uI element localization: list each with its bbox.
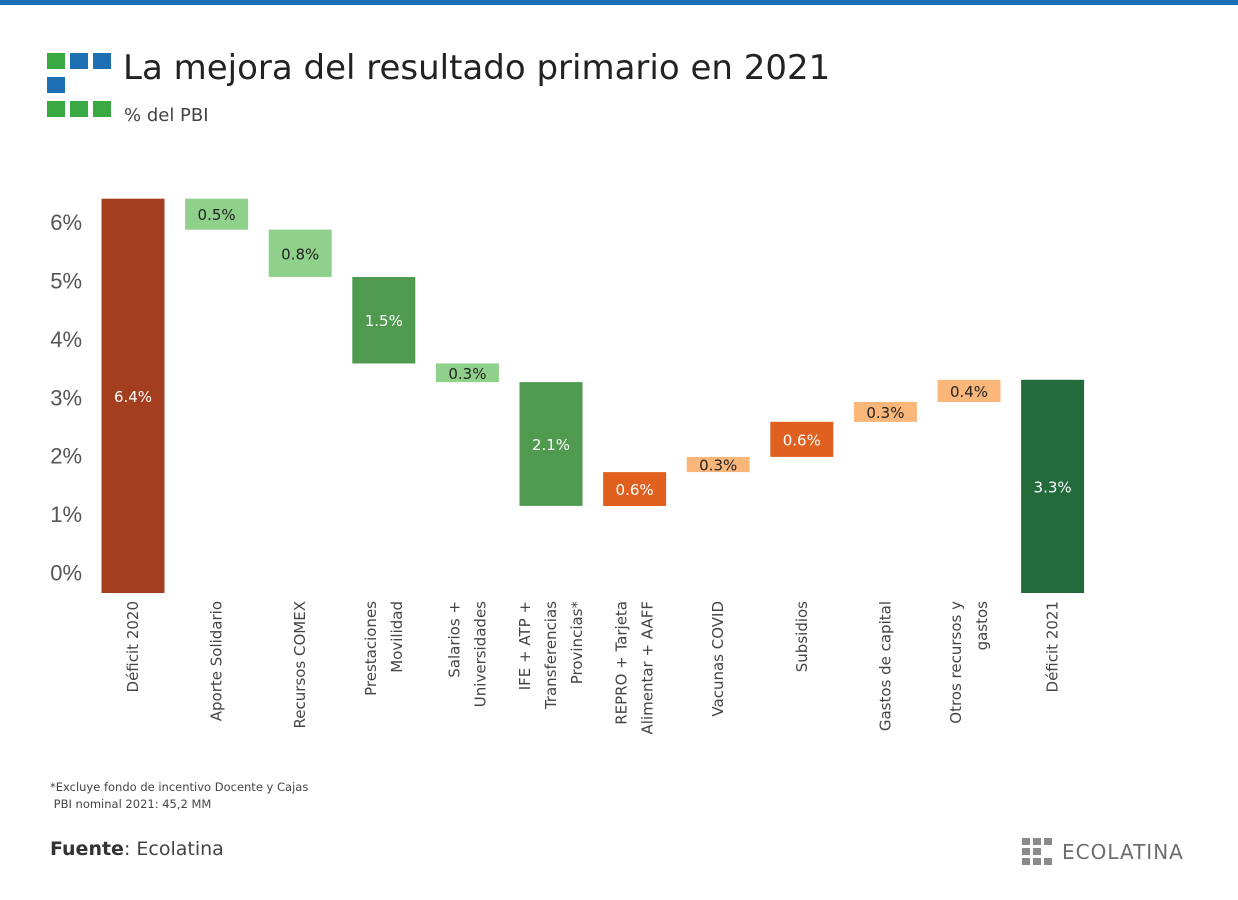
bar-value-label: 0.3% — [448, 365, 486, 383]
bar-value-label: 0.3% — [699, 457, 737, 475]
chart-title: La mejora del resultado primario en 2021 — [123, 48, 831, 88]
y-tick-label: 2% — [50, 444, 82, 469]
category-label: Vacunas COVID — [709, 601, 727, 717]
footnotes: *Excluye fondo de incentivo Docente y Ca… — [50, 779, 308, 813]
bar-value-label: 2.1% — [532, 436, 570, 454]
category-label: Salarios + Universidades — [445, 601, 489, 707]
waterfall-bar — [268, 229, 332, 277]
bar-value-label: 0.8% — [281, 245, 319, 263]
category-label-line: Provincias* — [568, 601, 586, 685]
waterfall-bar — [603, 472, 667, 506]
source-value: : Ecolatina — [123, 838, 224, 860]
category-label: REPRO + Tarjeta Alimentar + AAFF — [613, 601, 657, 734]
bar-value-label: 0.3% — [866, 404, 904, 422]
category-label-line: Aporte Solidario — [208, 601, 226, 721]
category-label-line: Déficit 2020 — [124, 601, 142, 692]
category-label-line: Otros recursos y — [947, 601, 965, 724]
logo-square — [47, 101, 65, 117]
logo-square — [47, 77, 65, 93]
category-label: Déficit 2020 — [124, 601, 142, 692]
y-tick-label: 3% — [50, 385, 82, 410]
brand-name: ECOLATINA — [1062, 840, 1184, 864]
logo-square — [47, 53, 65, 69]
category-label: Otros recursos y gastos — [947, 601, 991, 724]
chart-subtitle: % del PBI — [124, 105, 209, 126]
category-label: Recursos COMEX — [291, 601, 309, 728]
logo-square — [70, 53, 88, 69]
ecolatina-grid-icon — [1022, 838, 1052, 866]
waterfall-bar — [937, 379, 1001, 402]
category-label-line: Salarios + — [445, 601, 463, 678]
bar-value-label: 6.4% — [114, 388, 152, 406]
category-label-line: Vacunas COVID — [709, 601, 727, 717]
top-accent-bar — [0, 0, 1238, 5]
waterfall-bar — [686, 456, 750, 473]
y-tick-label: 5% — [50, 268, 82, 293]
bar-value-label: 0.6% — [783, 431, 821, 449]
bar-value-label: 0.6% — [616, 481, 654, 499]
category-label-line: Alimentar + AAFF — [639, 601, 657, 734]
logo-square — [93, 101, 111, 117]
category-label: IFE + ATP + Transferencias Provincias* — [516, 601, 586, 711]
category-label-line: REPRO + Tarjeta — [613, 601, 631, 725]
category-label: Déficit 2021 — [1044, 601, 1062, 692]
waterfall-bar — [101, 198, 165, 593]
category-label-line: Déficit 2021 — [1044, 601, 1062, 692]
y-tick-label: 4% — [50, 327, 82, 352]
category-label-line: Universidades — [471, 601, 489, 707]
category-label-line: IFE + ATP + — [516, 601, 534, 690]
waterfall-bar — [853, 402, 917, 422]
y-tick-label: 1% — [50, 502, 82, 527]
category-label-line: Gastos de capital — [876, 601, 894, 731]
category-label-line: Recursos COMEX — [291, 601, 309, 728]
waterfall-bar — [435, 363, 499, 383]
category-label-line: Movilidad — [388, 601, 406, 673]
y-tick-label: 0% — [50, 561, 82, 586]
category-label: Gastos de capital — [876, 601, 894, 731]
category-label-line: Prestaciones — [362, 601, 380, 696]
y-tick-label: 6% — [50, 210, 82, 235]
category-label-line: gastos — [973, 601, 991, 651]
category-label: Prestaciones Movilidad — [362, 601, 406, 696]
footnote-pbi: PBI nominal 2021: 45,2 MM — [50, 797, 212, 811]
title-grid-icon — [47, 53, 113, 119]
waterfall-bar — [352, 277, 416, 364]
source-label: Fuente — [50, 838, 124, 860]
source-line: Fuente: Ecolatina — [50, 838, 224, 860]
logo-square — [93, 53, 111, 69]
category-label: Aporte Solidario — [208, 601, 226, 721]
bar-value-label: 1.5% — [365, 312, 403, 330]
category-label-line: Subsidios — [793, 601, 811, 672]
brand-logo: ECOLATINA — [1022, 838, 1184, 866]
bar-value-label: 0.4% — [950, 383, 988, 401]
category-label-line: Transferencias — [542, 601, 560, 710]
footnote-exclusion: *Excluye fondo de incentivo Docente y Ca… — [50, 780, 309, 794]
waterfall-bar — [770, 421, 834, 457]
waterfall-bar — [1021, 379, 1085, 593]
waterfall-bar — [185, 198, 249, 230]
logo-square — [70, 101, 88, 117]
bar-value-label: 3.3% — [1034, 478, 1072, 496]
waterfall-bar — [519, 382, 583, 506]
category-label: Subsidios — [793, 601, 811, 672]
bar-value-label: 0.5% — [198, 206, 236, 224]
